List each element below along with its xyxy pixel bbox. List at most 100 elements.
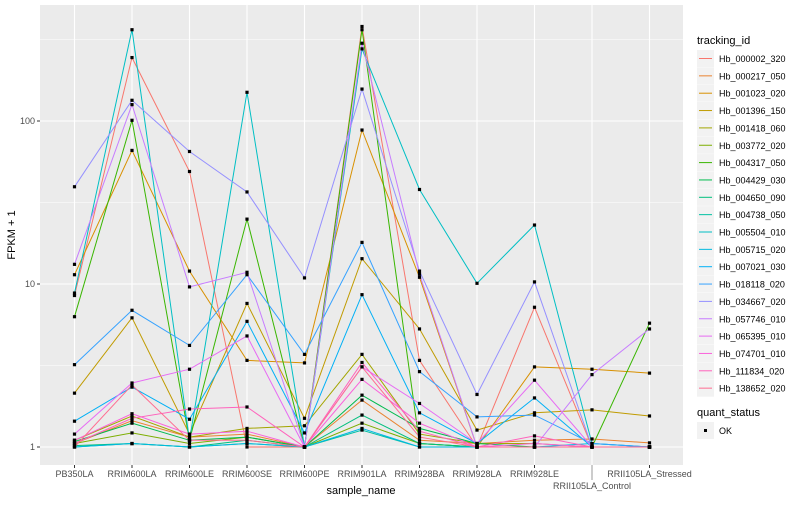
data-point	[130, 118, 134, 122]
data-point	[130, 419, 134, 423]
legend-label: Hb_001396_150	[719, 106, 786, 116]
data-point	[302, 424, 307, 428]
data-point	[360, 398, 364, 402]
legend: tracking_id Hb_000002_320 Hb_000217_050 Hb…	[697, 35, 786, 439]
data-point	[417, 438, 422, 442]
data-point	[590, 437, 594, 441]
data-point	[360, 240, 364, 244]
data-point	[187, 435, 192, 439]
data-point	[245, 301, 249, 306]
legend-label: Hb_003772_020	[719, 141, 786, 151]
legend-label: Hb_074701_010	[719, 349, 786, 359]
x-axis: PB350LA RRIM600LA RRIM600LE RRIM600SE RRIM60…	[55, 465, 692, 491]
data-point	[417, 370, 422, 374]
x-axis-title: sample_name	[326, 485, 395, 497]
data-point	[187, 445, 192, 449]
data-point	[590, 445, 594, 449]
data-point	[72, 419, 77, 423]
legend-label: Hb_001023_020	[719, 89, 786, 99]
data-point	[417, 435, 422, 439]
data-point	[72, 185, 77, 189]
legend-label: Hb_000217_050	[719, 71, 786, 81]
data-point	[72, 363, 77, 367]
x-tick-label: RRIM928BA	[394, 469, 444, 479]
data-point	[130, 381, 134, 385]
data-point	[475, 441, 479, 446]
data-point	[532, 411, 537, 415]
data-point	[245, 319, 249, 323]
legend-label: Hb_005504_010	[719, 228, 786, 238]
data-point	[72, 391, 77, 395]
legend-label: Hb_018118_020	[719, 280, 785, 290]
legend-label: Hb_004317_050	[719, 158, 786, 168]
y-tick-label: 10	[25, 279, 35, 289]
data-point	[417, 441, 422, 446]
y-axis-title: FPKM + 1	[6, 210, 18, 259]
x-tick-label: RRIM928LA	[452, 469, 501, 479]
data-point	[72, 432, 77, 436]
data-point	[245, 217, 249, 221]
data-point	[245, 429, 249, 433]
data-point	[417, 445, 422, 449]
data-point	[590, 408, 594, 412]
data-point	[130, 383, 134, 387]
data-point	[647, 371, 652, 375]
data-point	[590, 373, 594, 377]
x-tick-label: RRIM600PE	[279, 469, 329, 479]
data-point	[360, 293, 364, 297]
data-point	[130, 98, 134, 102]
data-point	[647, 445, 652, 449]
data-point	[187, 438, 192, 442]
data-point	[302, 445, 307, 449]
data-point	[475, 428, 479, 432]
data-point	[72, 315, 77, 319]
data-point	[417, 401, 422, 406]
x-tick-label: RRII105LA_Control	[553, 481, 631, 491]
legend-label: Hb_001418_060	[719, 123, 786, 133]
data-point	[360, 128, 364, 132]
data-point	[130, 148, 134, 153]
data-point	[72, 291, 77, 295]
data-point	[417, 432, 422, 436]
data-point	[360, 28, 364, 32]
legend-label: Hb_138652_020	[719, 384, 786, 394]
legend-label: Hb_004738_050	[719, 210, 786, 220]
data-point	[187, 269, 192, 273]
data-point	[130, 316, 134, 320]
data-point	[532, 396, 537, 400]
data-point	[72, 273, 77, 277]
data-point	[245, 435, 249, 439]
data-point	[130, 412, 134, 416]
data-point	[130, 385, 134, 389]
data-point	[360, 365, 364, 369]
data-point	[130, 416, 134, 420]
gridlines	[40, 5, 683, 465]
data-point	[532, 438, 537, 442]
data-point	[590, 367, 594, 371]
data-point	[245, 270, 249, 274]
data-point	[417, 421, 422, 425]
legend-label: Hb_034667_020	[719, 297, 786, 307]
x-tick-label: RRIM600LE	[165, 469, 214, 479]
shape-legend-title: quant_status	[697, 407, 760, 419]
data-point	[187, 407, 192, 411]
data-point	[417, 272, 422, 276]
data-points	[72, 24, 652, 449]
legend-title: tracking_id	[697, 35, 750, 47]
data-point	[187, 441, 192, 446]
data-point	[475, 392, 479, 397]
data-point	[187, 285, 192, 289]
legend-label: Hb_111834_020	[719, 366, 784, 376]
y-tick-label: 100	[20, 116, 35, 126]
data-point	[245, 273, 249, 277]
data-point	[532, 441, 537, 446]
data-point	[245, 90, 249, 94]
data-point	[360, 426, 364, 431]
legend-label: Hb_005715_020	[719, 245, 786, 255]
legend-label: Hb_007021_030	[719, 262, 786, 272]
data-point	[532, 413, 537, 417]
legend-label: Hb_004650_090	[719, 193, 786, 203]
data-point	[302, 352, 307, 356]
data-point	[360, 421, 364, 425]
